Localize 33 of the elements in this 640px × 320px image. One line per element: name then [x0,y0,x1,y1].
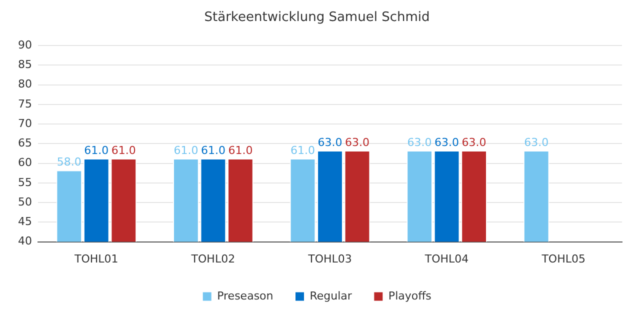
data-label: 63.0 [407,136,432,149]
data-label: 63.0 [318,136,342,149]
x-tick-label: TOHL02 [190,252,236,266]
y-tick-label: 50 [18,195,32,208]
x-tick-label: TOHL01 [74,252,118,266]
y-tick-label: 40 [18,234,32,248]
data-label: 61.0 [290,144,315,157]
y-tick-label: 75 [18,97,32,110]
data-label: 61.0 [174,144,198,157]
y-tick-label: 55 [18,176,32,189]
y-tick-label: 45 [18,215,32,228]
legend-label: Preseason [217,289,274,302]
y-tick-label: 85 [18,58,32,72]
data-label: 61.0 [228,144,253,157]
data-label: 63.0 [524,136,549,149]
y-tick-label: 80 [18,78,32,91]
y-tick-label: 65 [18,136,32,150]
x-tick-label: TOHL04 [424,252,469,266]
data-label: 61.0 [200,144,226,157]
legend-label: Regular [310,289,352,302]
data-label: 63.0 [434,136,460,149]
y-tick-label: 60 [18,156,32,170]
data-label: 61.0 [84,144,109,157]
data-label: 63.0 [345,136,370,149]
y-tick-label: 90 [18,38,32,52]
data-label: 61.0 [111,144,136,157]
x-tick-label: TOHL03 [307,252,352,266]
data-label: 58.0 [56,156,82,169]
legend-label: Playoffs [388,289,432,302]
x-tick-label: TOHL05 [540,252,586,266]
chart-title: Stärkeentwicklung Samuel Schmid [204,10,430,26]
data-label: 63.0 [462,136,486,149]
y-tick-label: 70 [18,116,32,130]
